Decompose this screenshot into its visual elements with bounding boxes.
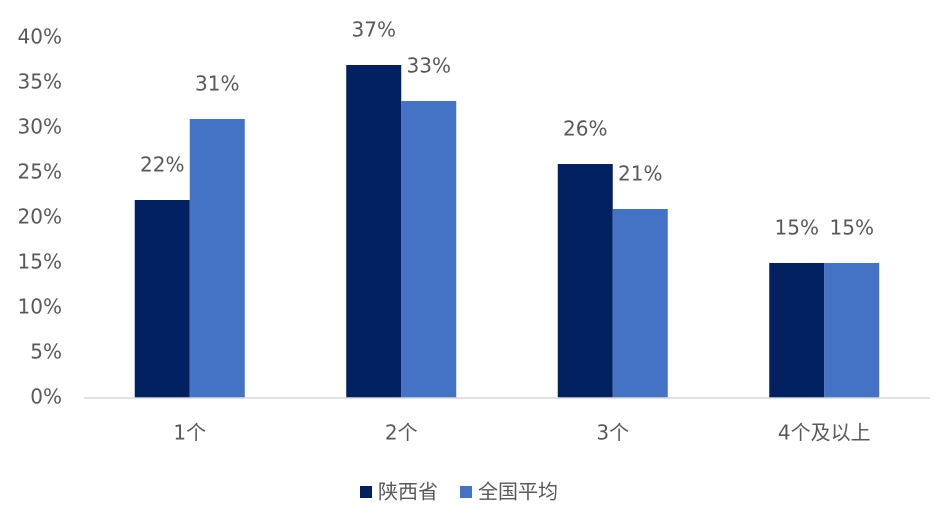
x-tick-label: 1个	[173, 421, 206, 445]
value-label: 37%	[352, 18, 396, 42]
bar	[769, 263, 825, 398]
y-tick-label: 5%	[30, 340, 62, 364]
value-label: 21%	[618, 162, 662, 186]
y-tick-label: 10%	[18, 295, 62, 319]
y-tick-label: 0%	[30, 385, 62, 409]
bar	[189, 119, 245, 398]
bar	[346, 65, 402, 398]
value-label: 33%	[407, 54, 451, 78]
bar	[134, 200, 190, 398]
bar	[401, 101, 457, 398]
y-tick-label: 20%	[18, 205, 62, 229]
value-label: 15%	[775, 216, 819, 240]
y-tick-label: 15%	[18, 250, 62, 274]
y-tick-label: 30%	[18, 115, 62, 139]
value-label: 22%	[140, 153, 184, 177]
legend-label: 全国平均	[478, 480, 558, 504]
x-tick-label: 4个及以上	[778, 421, 871, 445]
x-tick-label: 3个	[596, 421, 629, 445]
value-label: 15%	[830, 216, 874, 240]
y-tick-label: 35%	[18, 70, 62, 94]
value-label: 31%	[195, 72, 239, 96]
y-tick-label: 25%	[18, 160, 62, 184]
x-tick-label: 2个	[385, 421, 418, 445]
legend-swatch	[360, 486, 372, 498]
bar	[612, 209, 668, 398]
legend-swatch	[460, 486, 472, 498]
legend-label: 陕西省	[378, 480, 438, 504]
bar	[557, 164, 613, 398]
bar	[824, 263, 880, 398]
y-tick-label: 40%	[18, 25, 62, 49]
value-label: 26%	[563, 117, 607, 141]
